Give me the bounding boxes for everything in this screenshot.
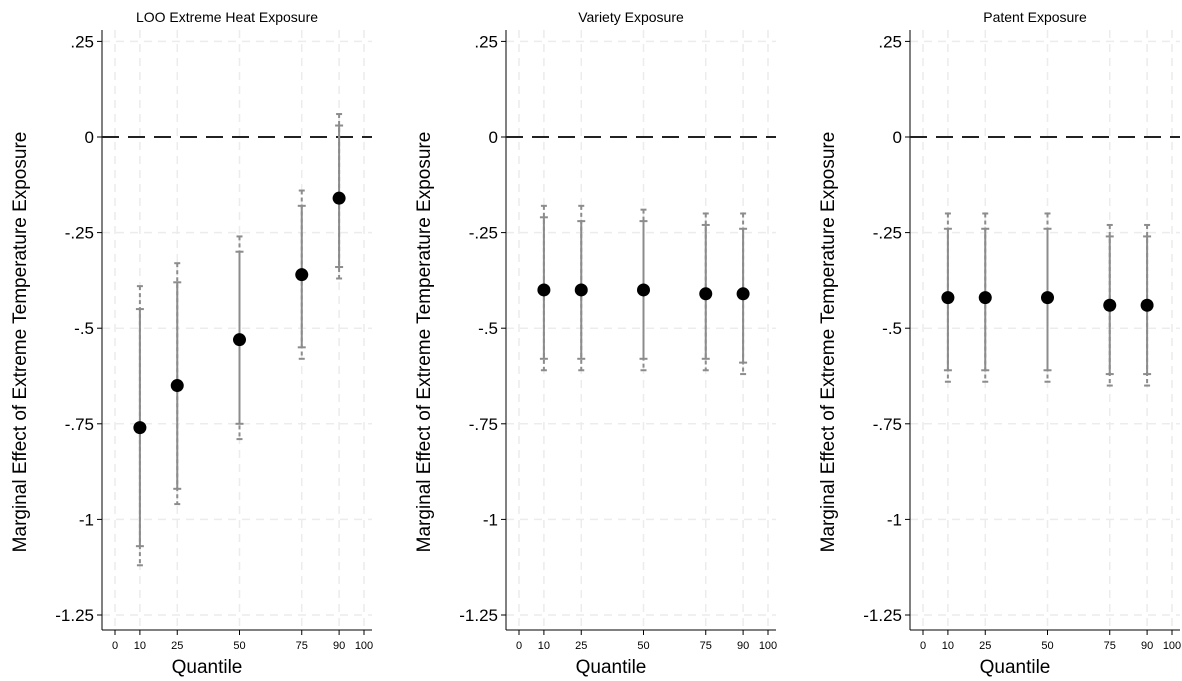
chart-panel-3: Patent Exposure .25 0 -.25 -.5 -.75 -1 -1.25 0 10…	[818, 9, 1181, 678]
point-estimate	[637, 283, 650, 297]
y-tick-label: -1.25	[55, 606, 94, 625]
x-axis-label: Quantile	[172, 657, 243, 678]
y-tick-label: .25	[474, 32, 498, 51]
x-tick-label: 0	[516, 640, 522, 652]
y-tick-label: 0	[893, 128, 902, 147]
y-axis-label: Marginal Effect of Extreme Temperature E…	[10, 132, 31, 553]
x-tick-label: 50	[233, 640, 245, 652]
chart-title: Patent Exposure	[983, 9, 1087, 25]
point-estimate	[736, 287, 750, 301]
point-estimate	[332, 191, 346, 205]
x-tick-label: 90	[1141, 640, 1153, 652]
x-tick-label: 50	[637, 640, 649, 652]
chart-panel-2: Variety Exposure .25 0 -.25 -.5 -.75 -1 -1.25 0 1…	[414, 9, 777, 678]
y-tick-label: -1	[79, 510, 94, 529]
point-estimate	[133, 421, 147, 435]
point-estimate	[537, 283, 551, 297]
y-tick-label: -.25	[65, 224, 94, 243]
y-tick-label: .25	[70, 32, 94, 51]
y-tick-label: -.75	[873, 415, 902, 434]
y-tick-label: -.5	[882, 319, 902, 338]
x-tick-label: 100	[759, 640, 777, 652]
x-tick-label: 75	[1104, 640, 1116, 652]
y-tick-label: -.5	[74, 319, 94, 338]
point-estimate	[1041, 291, 1054, 305]
y-tick-label: -1.25	[863, 606, 902, 625]
x-tick-label: 25	[171, 640, 183, 652]
x-axis-label: Quantile	[576, 657, 647, 678]
point-estimate	[699, 287, 713, 301]
point-estimate	[941, 291, 955, 305]
y-tick-label: -.75	[65, 415, 94, 434]
x-tick-label: 50	[1041, 640, 1053, 652]
x-tick-label: 10	[134, 640, 146, 652]
y-tick-label: -.25	[469, 224, 498, 243]
x-tick-label: 100	[355, 640, 373, 652]
point-estimate	[1103, 298, 1117, 312]
x-tick-label: 90	[333, 640, 345, 652]
y-axis-label: Marginal Effect of Extreme Temperature E…	[414, 132, 435, 553]
y-tick-label: -1	[887, 510, 902, 529]
chart-title: LOO Extreme Heat Exposure	[136, 9, 318, 25]
chart-panel-1: LOO Extreme Heat Exposure .25 0 -.25 -.5 -.75…	[10, 9, 373, 678]
y-axis-label: Marginal Effect of Extreme Temperature E…	[818, 132, 839, 553]
y-tick-label: -.75	[469, 415, 498, 434]
point-estimate	[574, 283, 588, 297]
point-estimate	[978, 291, 992, 305]
x-tick-label: 90	[737, 640, 749, 652]
point-estimate	[170, 379, 184, 393]
y-tick-label: -.5	[478, 319, 498, 338]
x-tick-label: 75	[700, 640, 712, 652]
x-tick-label: 25	[979, 640, 991, 652]
y-tick-label: -.25	[873, 224, 902, 243]
point-estimate	[295, 268, 309, 282]
y-tick-label: -1	[483, 510, 498, 529]
point-estimate	[233, 333, 246, 347]
chart-title: Variety Exposure	[578, 9, 684, 25]
x-tick-label: 25	[575, 640, 587, 652]
x-tick-label: 0	[920, 640, 926, 652]
x-axis-label: Quantile	[980, 657, 1051, 678]
y-tick-label: 0	[85, 128, 94, 147]
x-tick-label: 100	[1163, 640, 1181, 652]
x-tick-label: 0	[112, 640, 118, 652]
x-tick-label: 75	[296, 640, 308, 652]
x-tick-label: 10	[942, 640, 954, 652]
point-estimate	[1140, 298, 1154, 312]
y-tick-label: 0	[489, 128, 498, 147]
y-tick-label: .25	[878, 32, 902, 51]
y-tick-label: -1.25	[459, 606, 498, 625]
x-tick-label: 10	[538, 640, 550, 652]
